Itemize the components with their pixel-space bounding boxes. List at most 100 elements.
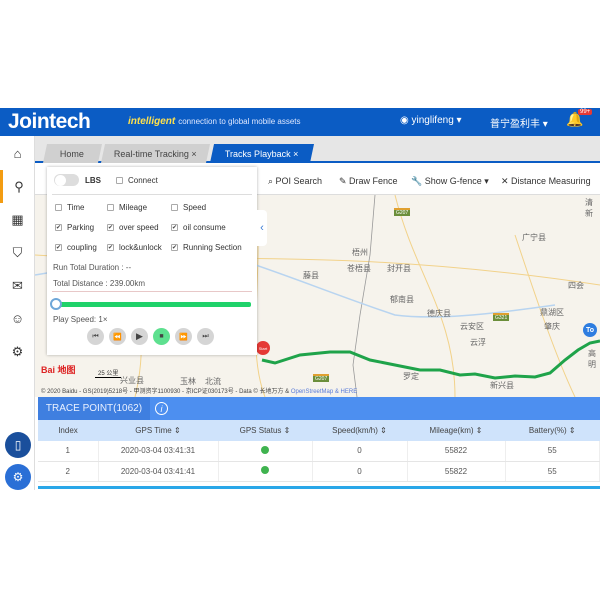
notification-badge: 99+ xyxy=(578,109,593,115)
collapse-panel-icon[interactable]: ‹ xyxy=(257,210,267,246)
gps-status-icon xyxy=(261,466,269,474)
option-checkbox-speed[interactable]: Speed xyxy=(171,203,206,212)
highway-badge: G207 xyxy=(313,374,330,382)
fence-icon: ✎ xyxy=(339,176,350,186)
option-checkbox-time[interactable]: Time xyxy=(55,203,84,212)
here-link[interactable]: & HERE xyxy=(333,389,358,395)
building-icon[interactable]: ▦ xyxy=(11,211,24,227)
option-checkbox-lock-unlock[interactable]: ✔ lock&unlock xyxy=(107,243,162,252)
gps-status-icon xyxy=(261,445,269,454)
end-marker[interactable]: To xyxy=(583,323,597,337)
user-name: yinglifeng ▾ xyxy=(411,115,462,126)
option-checkbox-running-section[interactable]: ✔ Running Section xyxy=(171,243,242,252)
slogan-brand: intelligent xyxy=(128,116,176,127)
mobile-app-icon[interactable]: ▯ xyxy=(5,432,31,458)
bell-icon[interactable]: 🔔 xyxy=(566,111,584,127)
tracking-icon[interactable]: ⚲ xyxy=(0,170,35,203)
map-scale: 25 公里 xyxy=(95,368,122,378)
draw-fence-button[interactable]: ✎ Draw Fence xyxy=(339,176,398,186)
lbs-label: LBS xyxy=(85,176,101,185)
map-label: 郁南县 xyxy=(390,295,414,304)
col-index: Index xyxy=(38,420,98,441)
table-row[interactable]: 1 2020-03-04 03:41:31 0 55822 55 xyxy=(38,441,600,462)
distance-measuring-button[interactable]: ✕ Distance Measuring xyxy=(501,176,591,186)
map-label: 高明 xyxy=(588,349,596,369)
osm-link[interactable]: OpenStreetMap xyxy=(290,389,334,395)
jointech-logo: Jointech xyxy=(8,110,91,133)
connect-checkbox[interactable]: Connect xyxy=(116,176,158,185)
map-label: 鼎湖区 xyxy=(540,308,564,317)
shield-icon[interactable]: ⛉ xyxy=(12,244,23,260)
wrench-icon: 🔧 xyxy=(411,176,425,186)
option-checkbox-coupling[interactable]: ✔ coupling xyxy=(55,243,97,252)
search-icon: ⌕ xyxy=(268,176,276,186)
map-label: 云安区 xyxy=(460,322,484,331)
play-speed[interactable]: Play Speed: 1× xyxy=(53,315,108,324)
rewind-icon[interactable]: ⏪ xyxy=(109,328,126,345)
option-checkbox-over-speed[interactable]: ✔ over speed xyxy=(107,223,159,232)
slogan: intelligent connection to global mobile a… xyxy=(128,116,301,127)
play-icon[interactable]: ▶ xyxy=(131,328,148,345)
poi-search-button[interactable]: ⌕ POI Search xyxy=(268,176,323,186)
skip-start-icon[interactable]: ⏮ xyxy=(87,328,104,345)
playback-panel: LBS Connect Time Mileage Speed ✔ Parking ✔ ove… xyxy=(47,167,257,355)
total-distance: Total Distance : 239.00km xyxy=(53,279,146,288)
map-label: 肇庆 xyxy=(544,322,560,331)
map-label: 新兴县 xyxy=(490,381,514,390)
highway-badge: G321 xyxy=(493,313,510,321)
gear-shortcut-icon[interactable]: ⚙ xyxy=(5,464,31,490)
start-marker[interactable]: Start xyxy=(256,341,270,355)
tab-bar: Home Real-time Tracking × Tracks Playbac… xyxy=(35,136,600,163)
trace-point-tab[interactable]: TRACE POINT(1062) xyxy=(38,397,150,420)
info-icon[interactable]: i xyxy=(155,402,168,415)
col-gps-time[interactable]: GPS Time ⇕ xyxy=(98,420,218,441)
col-gps-status[interactable]: GPS Status ⇕ xyxy=(218,420,312,441)
option-checkbox-parking[interactable]: ✔ Parking xyxy=(55,223,95,232)
progress-slider[interactable] xyxy=(55,302,251,307)
map-label: 德庆县 xyxy=(427,309,451,318)
map-label: 兴业县 xyxy=(120,376,144,385)
highway-badge: G207 xyxy=(394,208,411,216)
col-speed[interactable]: Speed(km/h) ⇕ xyxy=(312,420,407,441)
lbs-toggle[interactable] xyxy=(54,174,79,186)
show-gfence-button[interactable]: 🔧 Show G-fence ▾ xyxy=(411,176,489,186)
mail-icon[interactable]: ✉ xyxy=(12,277,23,293)
route-line xyxy=(261,339,600,380)
col-battery[interactable]: Battery(%) ⇕ xyxy=(505,420,600,441)
progress-slider-handle[interactable] xyxy=(50,298,62,310)
top-header: Jointech intelligent connection to global… xyxy=(0,108,600,136)
company-menu[interactable]: 普宁盈利丰 ▾ xyxy=(490,119,548,130)
map-label: 广宁县 xyxy=(522,233,546,242)
trace-point-bar: TRACE POINT(1062) i xyxy=(38,397,600,420)
col-mileage[interactable]: Mileage(km) ⇕ xyxy=(407,420,505,441)
map-label: 梧州 xyxy=(352,248,368,257)
table-row[interactable]: 2 2020-03-04 03:41:41 0 55822 55 xyxy=(38,461,600,482)
map-label: 罗定 xyxy=(403,372,419,381)
map-label: 北流 xyxy=(205,377,221,386)
user-menu[interactable]: ◉ yinglifeng ▾ xyxy=(400,115,462,126)
map-label: 封开县 xyxy=(387,264,411,273)
map-label: 藤县 xyxy=(303,271,319,280)
settings-icon[interactable]: ⚙ xyxy=(11,343,24,359)
run-total-duration: Run Total Duration : -- xyxy=(53,263,132,272)
fast-forward-icon[interactable]: ⏩ xyxy=(175,328,192,345)
sidebar: ⌂ ⚲ ▦ ⛉ ✉ ☺ ⚙ ▯ ⚙ xyxy=(0,136,35,490)
skip-end-icon[interactable]: ⏭ xyxy=(197,328,214,345)
slogan-text: connection to global mobile assets xyxy=(178,117,301,126)
tab-home[interactable]: Home xyxy=(42,144,103,163)
trace-table: Index GPS Time ⇕ GPS Status ⇕ Speed(km/h… xyxy=(38,420,600,482)
horizontal-scrollbar[interactable] xyxy=(38,486,600,489)
option-checkbox-oil-consume[interactable]: ✔ oil consume xyxy=(171,223,226,232)
ruler-icon: ✕ xyxy=(501,176,512,186)
home-icon[interactable]: ⌂ xyxy=(13,146,22,161)
user-settings-icon[interactable]: ☺ xyxy=(10,311,25,326)
map-label: 玉林 xyxy=(180,377,196,386)
map-label: 云浮 xyxy=(470,338,486,347)
tab-tracks-playback[interactable]: Tracks Playback × xyxy=(209,144,315,163)
map-label: 四会 xyxy=(568,281,584,290)
tab-realtime-tracking[interactable]: Real-time Tracking × xyxy=(100,144,211,163)
option-checkbox-mileage[interactable]: Mileage xyxy=(107,203,147,212)
map-copyright: © 2020 Baidu - GS(2019)5218号 - 甲测资字11009… xyxy=(41,389,358,395)
stop-icon[interactable]: ■ xyxy=(153,328,170,345)
baidu-logo: Bai 地图 xyxy=(41,365,76,375)
